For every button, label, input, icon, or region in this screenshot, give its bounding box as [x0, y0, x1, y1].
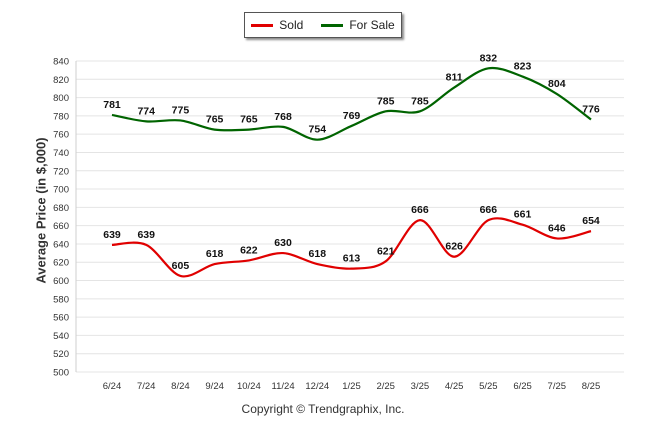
y-tick-label: 600	[53, 276, 69, 287]
y-axis-label: Average Price (in $,000)	[33, 137, 49, 284]
x-tick-label: 3/25	[411, 381, 430, 392]
for-sale-data-label: 765	[206, 114, 224, 126]
sold-data-label: 654	[582, 215, 600, 227]
sold-data-label: 661	[514, 209, 532, 221]
sold-data-label: 639	[103, 229, 121, 241]
for-sale-data-label: 776	[582, 104, 600, 116]
x-tick-label: 11/24	[272, 381, 295, 392]
y-tick-label: 520	[53, 349, 69, 360]
legend-label-for-sale: For Sale	[349, 18, 395, 32]
y-tick-label: 700	[53, 185, 69, 196]
sold-data-label: 666	[411, 204, 429, 216]
data-labels: 639 639 605 618 622 630 618 613 621 666 626 666 661 6…	[103, 52, 600, 272]
y-tick-label: 800	[53, 93, 69, 104]
x-tick-label: 7/25	[548, 381, 567, 392]
for-sale-data-label: 811	[446, 72, 463, 84]
copyright-footer: Copyright © Trendgraphix, Inc.	[241, 402, 405, 416]
for-sale-data-label: 781	[103, 99, 121, 111]
for-sale-data-label: 804	[548, 78, 566, 90]
for-sale-data-label: 785	[377, 95, 395, 107]
for-sale-swatch	[321, 23, 344, 27]
for-sale-data-label: 765	[240, 114, 258, 126]
for-sale-data-label: 832	[480, 52, 498, 64]
sold-swatch	[251, 23, 274, 27]
y-tick-label: 620	[53, 258, 69, 269]
x-tick-label: 1/25	[342, 381, 361, 392]
sold-data-label: 626	[445, 241, 463, 253]
for-sale-data-label: 775	[172, 104, 190, 116]
sold-data-label: 621	[377, 245, 395, 257]
x-axis-ticks: 6/24 7/24 8/24 9/24 10/24 11/24 12/24 1/25 2/25 3…	[103, 381, 601, 392]
y-tick-label: 500	[53, 368, 69, 379]
x-tick-label: 6/25	[513, 381, 532, 392]
y-tick-label: 720	[53, 166, 69, 177]
y-tick-label: 640	[53, 239, 69, 250]
y-tick-label: 740	[53, 148, 69, 159]
sold-data-label: 630	[274, 237, 292, 249]
x-tick-label: 6/24	[103, 381, 122, 392]
x-tick-label: 4/25	[445, 381, 464, 392]
legend-item-sold[interactable]: Sold	[251, 18, 303, 32]
y-tick-label: 820	[53, 75, 69, 86]
y-tick-label: 840	[53, 57, 69, 68]
for-sale-data-label: 774	[137, 105, 155, 117]
x-tick-label: 7/24	[137, 381, 156, 392]
y-tick-label: 760	[53, 130, 69, 141]
sold-data-label: 646	[548, 222, 566, 234]
y-tick-label: 780	[53, 111, 69, 122]
legend-label-sold: Sold	[279, 18, 304, 32]
for-sale-data-label: 768	[274, 111, 292, 123]
x-tick-label: 2/25	[376, 381, 395, 392]
sold-data-label: 618	[206, 248, 224, 260]
for-sale-data-label: 823	[514, 61, 532, 73]
for-sale-data-label: 754	[309, 124, 327, 136]
sold-data-label: 639	[137, 229, 155, 241]
y-axis-ticks: 500 520 540 560 580 600 620 640 660 680 700 720 740 7…	[53, 57, 69, 379]
x-tick-label: 10/24	[237, 381, 261, 392]
sold-data-label: 618	[309, 248, 327, 260]
sold-data-label: 622	[240, 244, 258, 256]
x-tick-label: 8/25	[582, 381, 601, 392]
y-tick-label: 560	[53, 313, 69, 324]
grid-lines	[75, 60, 624, 373]
x-tick-label: 8/24	[171, 381, 190, 392]
legend-item-for-sale[interactable]: For Sale	[321, 18, 395, 32]
x-tick-label: 5/25	[479, 381, 498, 392]
sold-data-label: 605	[172, 260, 190, 272]
y-tick-label: 580	[53, 294, 69, 305]
y-tick-label: 540	[53, 331, 69, 342]
sold-data-label: 613	[343, 253, 361, 265]
x-tick-label: 9/24	[205, 381, 224, 392]
y-tick-label: 660	[53, 221, 69, 232]
for-sale-data-label: 769	[343, 110, 361, 122]
sold-data-label: 666	[480, 204, 498, 216]
y-tick-label: 680	[53, 203, 69, 214]
for-sale-data-label: 785	[411, 95, 429, 107]
legend: Sold For Sale	[244, 12, 402, 38]
x-tick-label: 12/24	[305, 381, 329, 392]
series-lines	[111, 66, 592, 278]
